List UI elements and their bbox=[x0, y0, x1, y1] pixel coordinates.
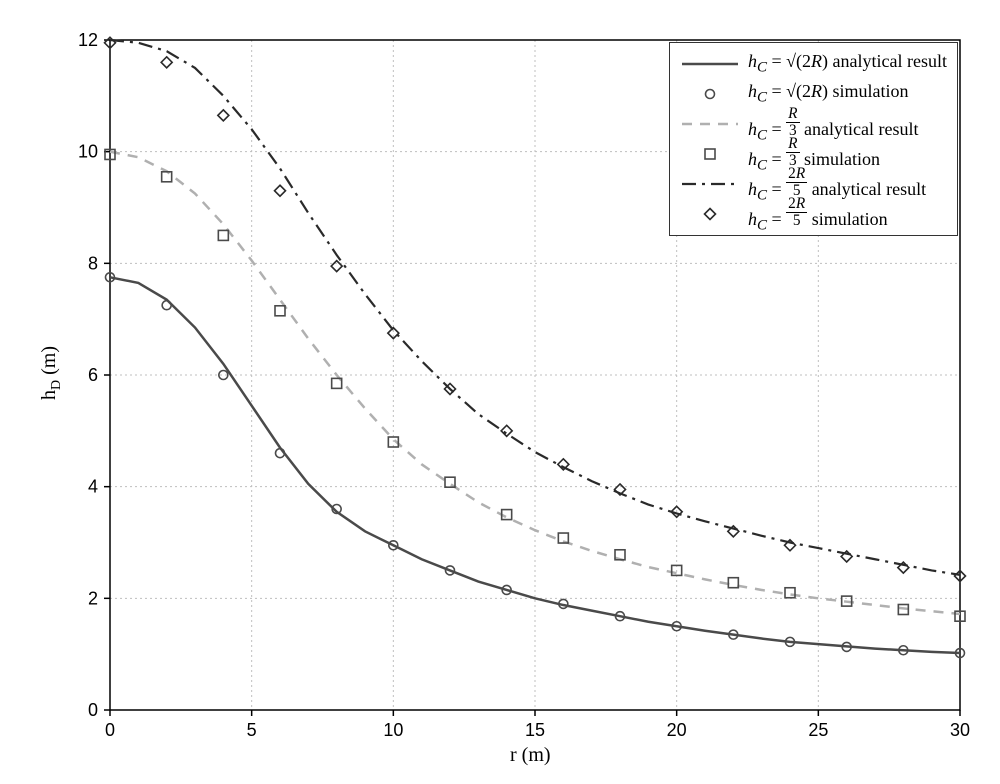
svg-text:12: 12 bbox=[78, 30, 98, 50]
svg-text:4: 4 bbox=[88, 477, 98, 497]
svg-text:10: 10 bbox=[78, 142, 98, 162]
svg-text:0: 0 bbox=[105, 720, 115, 740]
svg-text:10: 10 bbox=[383, 720, 403, 740]
svg-text:8: 8 bbox=[88, 253, 98, 273]
svg-text:25: 25 bbox=[808, 720, 828, 740]
svg-text:15: 15 bbox=[525, 720, 545, 740]
svg-text:20: 20 bbox=[667, 720, 687, 740]
legend-item-a1_line: hC = √(2R) analytical result bbox=[680, 49, 947, 79]
legend-label: hC = 2R5 simulation bbox=[748, 194, 888, 234]
svg-text:5: 5 bbox=[247, 720, 257, 740]
y-axis-label: hD (m) bbox=[38, 346, 65, 400]
chart: 0 5 10 15 20 25 30 0 2 4 6 8 10 12 r (m) hD (m) hC = … bbox=[20, 20, 980, 764]
svg-text:6: 6 bbox=[88, 365, 98, 385]
x-axis-label: r (m) bbox=[510, 744, 551, 767]
legend-label: hC = √(2R) analytical result bbox=[748, 51, 947, 77]
svg-text:0: 0 bbox=[88, 700, 98, 720]
legend: hC = √(2R) analytical resulthC = √(2R) s… bbox=[669, 42, 958, 236]
svg-text:2: 2 bbox=[88, 588, 98, 608]
svg-text:30: 30 bbox=[950, 720, 970, 740]
